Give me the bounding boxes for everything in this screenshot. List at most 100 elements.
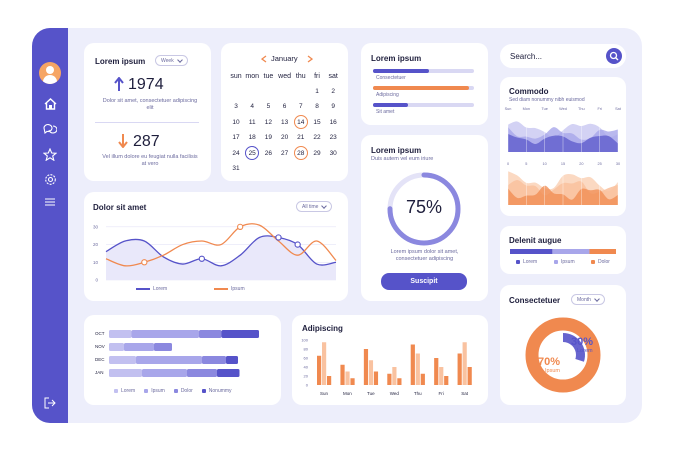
calendar-day[interactable]: 18 xyxy=(248,134,256,141)
bar-segment xyxy=(187,369,217,377)
legend-lorem: Lorem xyxy=(516,259,537,265)
calendar-day[interactable]: 24 xyxy=(232,149,240,157)
data-point-marker[interactable] xyxy=(275,234,282,241)
chat-icon[interactable] xyxy=(32,118,68,140)
donut-outer-label: Ipsum xyxy=(545,368,560,374)
calendar-day[interactable]: 7 xyxy=(298,103,303,110)
progress-card: Lorem ipsum Consectetuer Adipiscing Sit am… xyxy=(361,43,488,125)
chevron-right-icon[interactable] xyxy=(307,55,313,63)
calendar-day[interactable]: 14 xyxy=(293,115,308,129)
progress-label: Adipiscing xyxy=(376,92,399,98)
legend-label: Dolor xyxy=(598,259,610,265)
calendar-day[interactable]: 2 xyxy=(331,87,335,95)
axis-label: Mon xyxy=(523,107,530,111)
data-point-marker[interactable] xyxy=(294,241,301,248)
sidebar xyxy=(32,28,68,423)
logout-icon[interactable] xyxy=(32,392,68,414)
bar xyxy=(392,367,397,385)
calendar-day[interactable]: 29 xyxy=(313,149,321,157)
bar-segment xyxy=(131,330,199,338)
bar xyxy=(387,373,392,385)
calendar-day[interactable]: 21 xyxy=(297,134,305,141)
time-range-dropdown[interactable]: All time xyxy=(296,201,333,212)
calendar-day[interactable]: 8 xyxy=(315,103,319,110)
search-input[interactable] xyxy=(510,50,600,62)
commodo-subtitle: Sed diam nonummy nibh euismod xyxy=(509,97,585,103)
calendar-day[interactable]: 6 xyxy=(282,103,287,110)
arrow-down-icon xyxy=(118,134,128,148)
calendar-day[interactable]: 13 xyxy=(280,118,289,126)
progress-fill xyxy=(373,69,429,73)
calendar-day[interactable]: 23 xyxy=(329,134,337,141)
bar xyxy=(467,367,472,385)
axis-label: 10 xyxy=(543,162,547,166)
bar xyxy=(345,371,350,385)
search-button[interactable] xyxy=(606,48,622,64)
calendar-day[interactable]: 3 xyxy=(234,103,238,110)
calendar-day[interactable]: 16 xyxy=(329,118,337,126)
bar-segment xyxy=(202,356,226,364)
x-tick-label: Sun xyxy=(320,391,329,396)
avatar[interactable] xyxy=(39,62,61,84)
stacked-bar-card: OCT NOV DEC JAN Lorem Ipsum Dolor Nonummy xyxy=(84,315,281,405)
calendar-day[interactable]: 15 xyxy=(313,118,321,126)
calendar-day[interactable]: 20 xyxy=(280,134,289,141)
calendar-day[interactable]: 30 xyxy=(329,149,337,157)
calendar-day[interactable]: 28 xyxy=(293,146,308,160)
legend-label: Ipsum xyxy=(231,286,245,292)
gauge-text: Lorem ipsum dolor sit amet, consectetuer… xyxy=(390,249,459,262)
bar xyxy=(434,358,439,385)
stacked-bar-chart: OCT NOV DEC JAN xyxy=(95,330,259,377)
data-point-marker[interactable] xyxy=(237,223,244,231)
y-tick-label: 40 xyxy=(304,365,309,370)
consectetuer-card: Consectetuer Month 30% Lorem 70% Ipsum xyxy=(500,285,626,405)
x-tick-label: Mon xyxy=(343,391,352,396)
calendar-day[interactable]: 5 xyxy=(266,103,271,110)
bar-segment xyxy=(552,249,590,254)
calendar-day[interactable]: 9 xyxy=(331,103,335,110)
bar xyxy=(322,342,327,385)
time-range-value: All time xyxy=(302,203,319,210)
calendar-day[interactable]: 26 xyxy=(264,149,272,157)
axis-label: Sun xyxy=(505,107,512,111)
home-icon[interactable] xyxy=(32,93,68,115)
calendar-day[interactable]: 17 xyxy=(232,134,240,141)
calendar-day[interactable]: 19 xyxy=(264,134,272,141)
bar xyxy=(363,349,369,385)
star-icon[interactable] xyxy=(32,143,68,165)
commodo-card: Commodo Sed diam nonummy nibh euismod Su… xyxy=(500,77,626,216)
calendar-day[interactable]: 22 xyxy=(313,134,321,141)
chevron-left-icon[interactable] xyxy=(261,55,267,63)
suscipit-button[interactable]: Suscipit xyxy=(381,273,467,290)
calendar-day[interactable]: 1 xyxy=(315,87,319,95)
search-icon xyxy=(609,51,619,61)
legend-swatch xyxy=(114,389,118,393)
y-tick-label: 20 xyxy=(93,242,99,247)
adipiscing-bar-chart: 0 20 40 60 80 100 Sun Mon Tue Wed Thu Fri Sat xyxy=(301,338,472,396)
menu-icon[interactable] xyxy=(32,191,68,213)
calendar-day[interactable]: 31 xyxy=(232,165,240,172)
data-point-marker[interactable] xyxy=(141,259,148,266)
calendar-day[interactable]: 27 xyxy=(280,149,289,157)
data-point-marker[interactable] xyxy=(198,255,205,262)
bar-segment xyxy=(510,249,553,254)
bar xyxy=(420,373,425,385)
adipiscing-card: Adipiscing 0 20 40 60 80 100 Sun Mon Tue Wed Thu Fr… xyxy=(292,315,488,405)
bar-segment xyxy=(124,343,154,351)
axis-label: 25 xyxy=(598,162,602,166)
down-text: Vel illum dolore eu feugiat nulla facili… xyxy=(102,154,198,167)
legend-item: Lorem xyxy=(114,388,135,394)
calendar-day[interactable]: 12 xyxy=(264,118,272,126)
y-tick-label: 20 xyxy=(304,374,309,379)
calendar-day[interactable]: 11 xyxy=(248,118,256,126)
calendar-day[interactable]: 10 xyxy=(232,118,240,126)
y-tick-label: 80 xyxy=(304,347,309,352)
calendar-day[interactable]: 4 xyxy=(250,103,254,110)
calendar-day[interactable]: 25 xyxy=(245,146,260,160)
period-dropdown[interactable]: Week xyxy=(155,55,188,66)
month-dropdown[interactable]: Month xyxy=(571,294,605,305)
settings-icon[interactable] xyxy=(32,168,68,190)
legend-swatch xyxy=(144,389,149,393)
legend-swatch xyxy=(136,288,150,290)
bar xyxy=(439,367,444,385)
